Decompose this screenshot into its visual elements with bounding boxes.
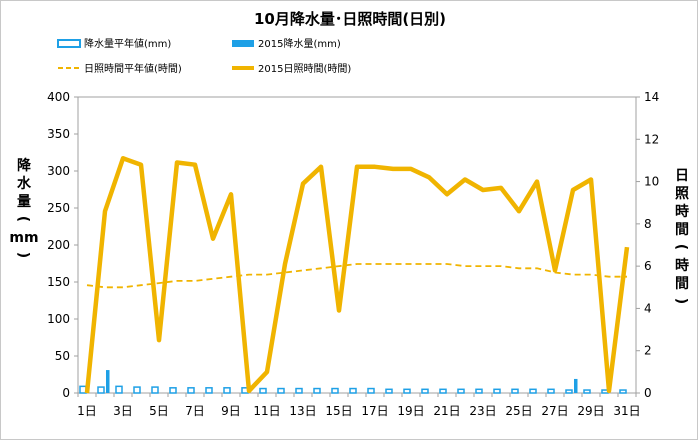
right-axis-label-char: 照 <box>675 186 689 202</box>
bar-normal-precip <box>385 388 393 394</box>
bar-normal-precip <box>439 388 447 394</box>
bar-normal-precip <box>169 387 177 394</box>
bar-normal-precip <box>457 388 465 394</box>
bar-normal-precip <box>115 385 123 394</box>
bar-normal-precip <box>619 389 627 394</box>
bar-normal-precip <box>97 386 105 394</box>
bar-normal-precip <box>295 387 303 394</box>
x-tick-label: 11日 <box>253 404 280 418</box>
right-tick-label: 8 <box>644 217 652 231</box>
left-tick-label: 150 <box>47 275 70 289</box>
lines-layer <box>84 156 630 394</box>
legend-label-2015-sunshine: 2015日照時間(時間) <box>258 63 351 75</box>
right-axis-label: 日照時間(時間) <box>673 168 689 304</box>
legend-label-normal-precip: 降水量平年値(mm) <box>84 37 171 50</box>
x-tick-label: 1日 <box>77 404 97 418</box>
left-tick-label: 300 <box>47 164 70 178</box>
x-tick-label: 3日 <box>113 404 133 418</box>
left-tick-label: 50 <box>55 349 70 363</box>
x-tick-label: 23日 <box>469 404 496 418</box>
legend-label-normal-sunshine: 日照時間平年値(時間) <box>84 62 182 75</box>
right-tick-label: 14 <box>644 90 659 104</box>
bar-2015-precip <box>574 378 578 393</box>
bar-normal-precip <box>475 388 483 394</box>
right-axis-label-char: ( <box>673 244 689 250</box>
right-axis-label-char: 間 <box>675 222 689 238</box>
left-axis-label-char: 量 <box>17 194 31 210</box>
left-tick-label: 100 <box>47 312 70 326</box>
left-axis-label-char: ( <box>15 216 31 222</box>
left-tick-label: 200 <box>47 238 70 252</box>
bar-normal-precip <box>187 387 195 394</box>
right-tick-label: 12 <box>644 132 659 146</box>
right-tick-label: 0 <box>644 386 652 400</box>
x-tick-label: 13日 <box>289 404 316 418</box>
line-2015-sunshine <box>84 156 630 394</box>
right-axis-label-char: 時 <box>675 257 689 274</box>
bar-normal-precip <box>313 387 321 394</box>
bar-normal-precip <box>349 387 357 394</box>
plot-area <box>77 96 637 394</box>
bar-normal-precip <box>511 388 519 394</box>
bar-normal-precip <box>205 387 213 394</box>
bar-normal-precip <box>151 386 159 394</box>
bar-normal-precip <box>331 387 339 394</box>
right-axis-ticks: 0 2 4 6 8 10 12 14 <box>636 90 659 400</box>
left-axis-ticks: 0 50 100 150 200 250 300 350 400 <box>47 90 78 400</box>
x-tick-label: 29日 <box>577 404 604 418</box>
bar-normal-precip <box>367 387 375 394</box>
left-axis-label-char: mm <box>9 230 38 246</box>
x-tick-label: 21日 <box>433 404 460 418</box>
right-axis-label-char: 間 <box>675 276 689 292</box>
left-tick-label: 250 <box>47 201 70 215</box>
chart-title: 10月降水量･日照時間(日別) <box>254 10 446 28</box>
bar-normal-precip <box>421 388 429 394</box>
bar-normal-precip <box>223 387 231 394</box>
x-tick-label: 15日 <box>325 404 352 418</box>
x-tick-label: 9日 <box>221 404 241 418</box>
right-tick-label: 4 <box>644 301 652 315</box>
x-tick-label: 31日 <box>613 404 640 418</box>
legend-swatch-normal-precip <box>57 39 81 48</box>
line-normal-sunshine <box>86 263 627 289</box>
bar-normal-precip <box>277 387 285 394</box>
x-tick-label: 5日 <box>149 404 169 418</box>
bar-normal-precip <box>565 389 573 394</box>
left-tick-label: 350 <box>47 127 70 141</box>
right-axis-label-char: ) <box>673 298 689 304</box>
x-tick-label: 17日 <box>361 404 388 418</box>
right-axis-label-char: 日 <box>675 168 689 184</box>
bar-normal-precip <box>493 388 501 394</box>
legend-swatch-2015-precip <box>232 40 254 47</box>
bar-normal-precip <box>403 388 411 394</box>
x-tick-label: 19日 <box>397 404 424 418</box>
x-axis-ticks: 1日 3日 5日 7日 9日 11日 13日 15日 17日 19日 21日 23日 25日 27日 29日… <box>77 393 641 418</box>
bar-normal-precip <box>583 389 591 394</box>
right-tick-label: 6 <box>644 259 652 273</box>
bar-normal-precip <box>529 388 537 394</box>
bar-normal-precip <box>547 388 555 394</box>
legend-label-2015-precip: 2015降水量(mm) <box>258 37 341 50</box>
legend: 降水量平年値(mm) 2015降水量(mm) 日照時間平年値(時間) 2015日… <box>57 37 351 75</box>
left-axis-label: 降水量 ( mm) <box>9 157 38 258</box>
right-axis-label-char: 時 <box>675 203 689 220</box>
bar-2015-precip <box>106 370 110 393</box>
left-tick-label: 0 <box>62 386 70 400</box>
bar-normal-precip <box>259 387 267 394</box>
x-tick-label: 27日 <box>541 404 568 418</box>
bars-layer <box>79 370 627 394</box>
left-axis-label-char: 降 <box>17 157 32 174</box>
x-tick-label: 25日 <box>505 404 532 418</box>
left-axis-label-char: 水 <box>17 175 32 192</box>
bar-normal-precip <box>133 386 141 394</box>
left-axis-label-char: ) <box>15 252 31 258</box>
x-tick-label: 7日 <box>185 404 205 418</box>
right-tick-label: 2 <box>644 344 652 358</box>
right-tick-label: 10 <box>644 175 659 189</box>
left-tick-label: 400 <box>47 90 70 104</box>
